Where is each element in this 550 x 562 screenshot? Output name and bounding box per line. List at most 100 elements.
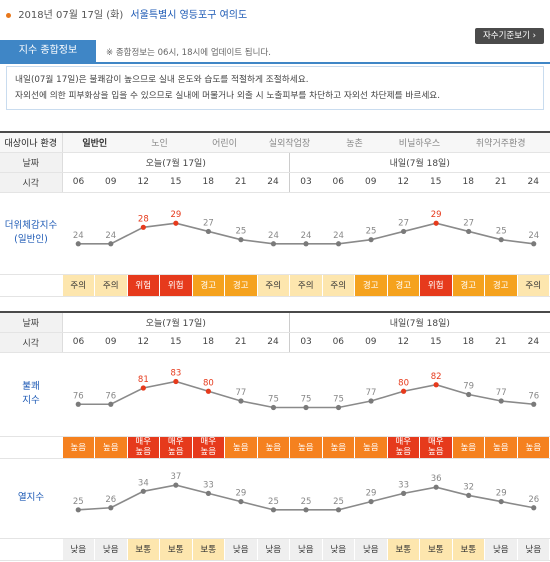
status-cell: 매우 높음 <box>127 436 160 459</box>
heat-index-point <box>238 236 244 242</box>
heat-stress-value-label: 29 <box>236 488 247 498</box>
discomfort-chart-row: 불쾌 지수 76 76 81 83 80 77 75 75 75 77 80 82 79 77 76 <box>0 352 550 437</box>
heat-stress-point <box>205 490 211 496</box>
status-cell: 주의 <box>517 274 550 297</box>
target-option-greenhouse[interactable]: 비닐하우스 <box>387 131 452 153</box>
heat-index-svg: 24 24 28 29 27 25 24 24 24 25 27 29 27 25 24 <box>73 210 539 246</box>
time-cell: 06 <box>322 172 355 193</box>
heat-stress-point <box>75 506 81 512</box>
heat-index-value-label: 24 <box>333 230 344 240</box>
discomfort-point <box>238 397 244 404</box>
status-cell: 낮음 <box>289 538 323 561</box>
time-label: 시각 <box>0 172 63 193</box>
status-cell: 높음 <box>517 436 550 459</box>
heat-stress-point <box>303 506 309 512</box>
heat-stress-value-label: 25 <box>268 496 279 506</box>
discomfort-value-label: 75 <box>333 394 344 404</box>
date-row: 날짜 오늘(7월 17일) 내일(7월 18일) <box>0 152 550 173</box>
heat-index-value-label: 24 <box>301 230 312 240</box>
status-cell: 위험 <box>159 274 193 297</box>
status-label-blank-3 <box>0 538 63 561</box>
time-cell: 03 <box>289 172 322 193</box>
heat-index-point <box>466 228 472 234</box>
discomfort-value-label: 82 <box>431 371 442 381</box>
standard-view-button[interactable]: 자수기준보기 › <box>474 28 544 44</box>
target-row: 대상이나 환경 일반인 노인 어린이 실외작업장 농촌 비닐하우스 취약거주환경 <box>0 131 550 153</box>
time-cell: 12 <box>387 172 420 193</box>
heat-stress-point <box>270 506 277 512</box>
date-label-2: 날짜 <box>0 311 63 333</box>
discomfort-value-label: 80 <box>203 378 214 388</box>
target-option-general[interactable]: 일반인 <box>62 131 127 153</box>
heat-index-value-label: 25 <box>236 226 247 236</box>
status-cell: 낮음 <box>257 538 291 561</box>
heat-index-value-label: 27 <box>398 218 409 228</box>
heat-index-value-label: 24 <box>528 230 539 240</box>
date-row-2: 날짜 오늘(7월 17일) 내일(7월 18일) <box>0 311 550 333</box>
status-cell: 주의 <box>62 274 95 297</box>
heat-index-value-label: 29 <box>431 210 442 220</box>
status-cell: 매우 높음 <box>159 436 193 459</box>
status-cell: 경고 <box>192 274 225 297</box>
heat-stress-value-label: 33 <box>398 480 409 490</box>
discomfort-point <box>368 397 374 404</box>
discomfort-value-label: 75 <box>301 394 312 404</box>
time-cell: 15 <box>419 172 452 193</box>
discomfort-point <box>433 381 439 387</box>
heat-index-point <box>531 240 537 246</box>
discomfort-value-label: 77 <box>496 388 507 398</box>
status-cell: 높음 <box>257 436 291 459</box>
heat-stress-point <box>238 498 244 504</box>
tab-summary[interactable]: 지수 종합정보 <box>0 40 96 62</box>
day2-label: 내일(7월 18일) <box>289 152 550 173</box>
heat-stress-value-label: 25 <box>73 496 84 506</box>
status-cell: 높음 <box>289 436 323 459</box>
discomfort-svg: 76 76 81 83 80 77 75 75 75 77 80 82 79 77 76 <box>73 368 539 410</box>
status-cell: 높음 <box>62 436 95 459</box>
time-cell: 24 <box>257 332 290 353</box>
notice-box: 내일(07월 17일)은 불쾌감이 높으므로 실내 온도와 습도를 적절하게 조… <box>6 66 544 110</box>
status-cell: 높음 <box>484 436 518 459</box>
status-cell: 보통 <box>387 538 421 561</box>
time-row-2: 시각 06 09 12 15 18 21 24 03 06 09 12 15 18 21 24 <box>0 332 550 353</box>
discomfort-point <box>108 401 114 407</box>
discomfort-value-label: 80 <box>398 378 409 388</box>
status-cell: 경고 <box>224 274 258 297</box>
discomfort-point <box>173 378 179 384</box>
target-option-farm[interactable]: 농촌 <box>322 131 387 153</box>
heat-stress-point <box>173 482 179 488</box>
time-cell: 06 <box>62 332 95 353</box>
status-cell: 주의 <box>94 274 128 297</box>
header-location: 서울특별시 영등포구 여의도 <box>130 10 248 21</box>
time-cell: 18 <box>452 172 485 193</box>
discomfort-value-label: 76 <box>105 391 116 401</box>
status-cell: 보통 <box>159 538 193 561</box>
day2-label-2: 내일(7월 18일) <box>289 311 550 333</box>
heat-index-point <box>108 240 114 246</box>
heat-stress-value-label: 37 <box>170 472 181 482</box>
heat-stress-chart-row: 열지수 25 26 34 37 33 29 25 25 25 29 33 36 32 29 26 <box>0 458 550 539</box>
heat-index-point <box>401 228 407 234</box>
heat-index-label-2: (일반인) <box>14 234 48 245</box>
heat-stress-point <box>335 506 342 512</box>
heat-stress-label: 열지수 <box>0 458 62 539</box>
target-option-vulnerable[interactable]: 취약거주환경 <box>452 131 550 153</box>
time-cell: 24 <box>517 172 550 193</box>
heat-index-table: 대상이나 환경 일반인 노인 어린이 실외작업장 농촌 비닐하우스 취약거주환경… <box>0 131 550 297</box>
tab-underline <box>0 62 550 64</box>
discomfort-status-row: 높음 높음 매우 높음 매우 높음 매우 높음 높음 높음 높음 높음 높음 매우 높음 매우 높음 높음 높음 높음 <box>0 436 550 459</box>
status-cell: 낮음 <box>517 538 550 561</box>
status-cell: 낮음 <box>354 538 388 561</box>
status-cell: 보통 <box>452 538 486 561</box>
target-option-children[interactable]: 어린이 <box>192 131 257 153</box>
discomfort-point <box>466 391 472 397</box>
discomfort-point <box>303 404 309 410</box>
heat-stress-value-label: 29 <box>496 488 507 498</box>
time-cell: 06 <box>322 332 355 353</box>
status-cell: 경고 <box>354 274 388 297</box>
time-cell: 18 <box>452 332 485 353</box>
target-option-outdoor-work[interactable]: 실외작업장 <box>257 131 322 153</box>
time-cell: 03 <box>289 332 323 353</box>
target-option-elderly[interactable]: 노인 <box>127 131 192 153</box>
time-cell: 18 <box>192 172 225 193</box>
